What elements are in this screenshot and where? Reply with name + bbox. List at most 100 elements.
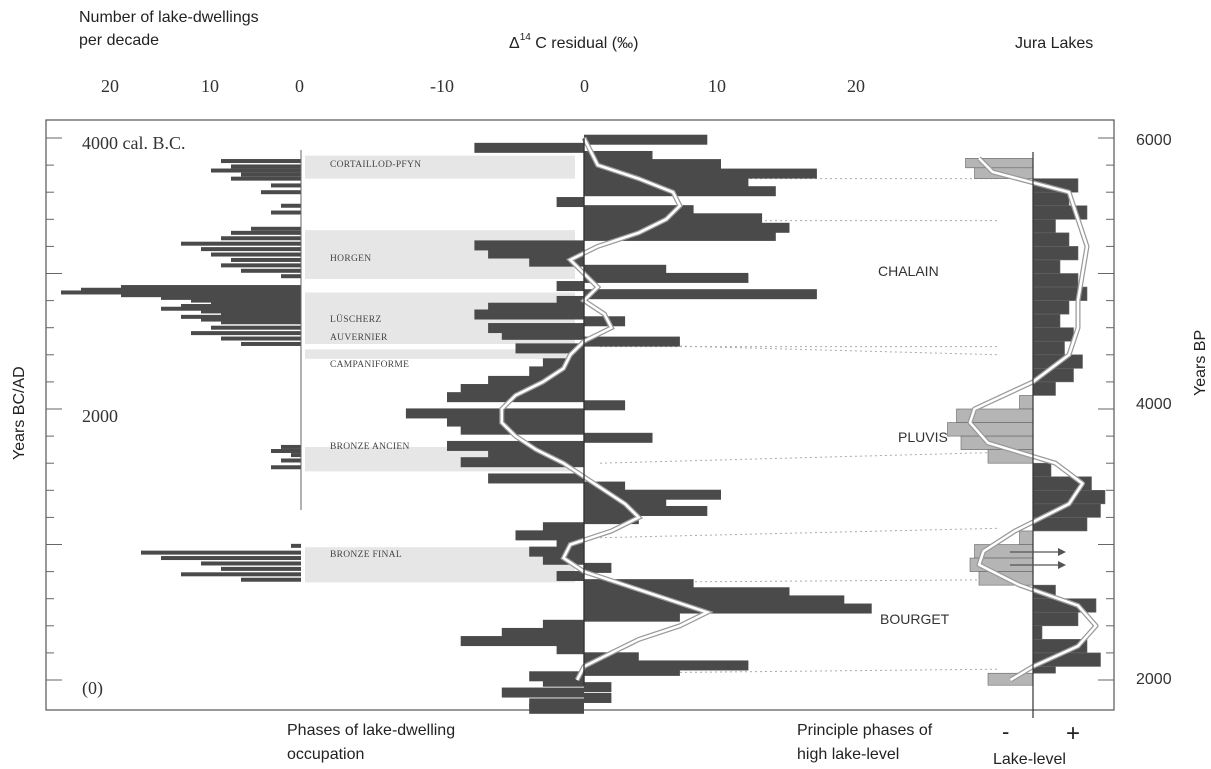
dwelling-bars	[61, 159, 301, 582]
residual-bar	[474, 309, 584, 320]
dwelling-tick-labels: 20 10 0	[101, 76, 304, 96]
dwelling-bar	[201, 317, 301, 322]
dwelling-bar	[231, 176, 301, 181]
dwelling-bar	[281, 458, 301, 463]
lake-level-minus: -	[1002, 719, 1009, 744]
right-tick-2000: 2000	[1136, 671, 1172, 688]
phase-label-bronze-ancien: BRONZE ANCIEN	[330, 442, 410, 452]
phase-label-campaniforme: CAMPANIFORME	[330, 360, 409, 370]
lake-level-curve	[967, 156, 1099, 683]
residual-bar	[488, 375, 584, 386]
residual-bar	[447, 440, 584, 451]
dwelling-bar	[281, 203, 301, 208]
dwelling-bar	[271, 449, 301, 454]
residual-tick-20: 20	[847, 76, 865, 96]
residual-bar	[542, 676, 584, 687]
lake-phase-chalain: CHALAIN	[878, 263, 939, 279]
dwelling-bar	[211, 252, 301, 257]
dwelling-bar	[231, 164, 301, 169]
dwelling-bar	[211, 301, 301, 306]
lake-level-bar	[1032, 611, 1079, 627]
residual-bar	[488, 449, 584, 460]
dwelling-bar	[141, 550, 301, 555]
residual-bar	[556, 197, 584, 208]
dwelling-tick-20: 20	[101, 76, 119, 96]
lake-level-plus: +	[1066, 720, 1080, 747]
residual-bar	[584, 289, 817, 300]
lake-phase-bourget: BOURGET	[880, 611, 950, 627]
residual-bar	[556, 295, 584, 306]
residual-bar	[584, 213, 763, 224]
residual-bar	[556, 281, 584, 292]
lake-level-bar	[965, 158, 1034, 169]
residual-bar	[529, 703, 584, 714]
residual-tick-10: 10	[708, 76, 726, 96]
residual-bar	[584, 168, 817, 179]
dwelling-bar	[181, 314, 301, 319]
residual-bar	[515, 530, 584, 541]
residual-bars	[405, 134, 872, 714]
residual-curve	[499, 136, 714, 682]
residual-bar	[584, 432, 653, 443]
lake-level-bar	[1032, 219, 1056, 234]
residual-bar	[447, 416, 584, 427]
lake-arrow-2-head	[1058, 561, 1066, 569]
dwelling-tick-10: 10	[201, 76, 219, 96]
residual-bar	[584, 603, 872, 614]
left-axis-label: Years BC/AD	[11, 366, 28, 460]
residual-bar	[488, 248, 584, 259]
phase-label-luscherz: LÜSCHERZ	[330, 313, 382, 325]
footer-phases-line2: occupation	[287, 746, 364, 763]
dwellings-axis-title-line1: Number of lake-dwellings	[79, 9, 259, 26]
lake-level-bar	[947, 422, 1034, 437]
dotted-connector	[599, 527, 1001, 539]
lake-level-bar	[1032, 462, 1052, 478]
residual-bar	[584, 682, 612, 693]
right-tick-6000: 6000	[1136, 132, 1172, 149]
lake-level-bar	[1032, 381, 1056, 396]
lake-level-bar	[1032, 232, 1070, 247]
dwelling-bar	[251, 226, 301, 231]
residual-bar	[584, 150, 653, 161]
residual-axis-title-rest: C residual (‰)	[531, 35, 639, 52]
dwelling-bar	[221, 236, 301, 241]
dwelling-bar	[181, 241, 301, 246]
residual-bar	[556, 644, 584, 655]
residual-bar	[584, 400, 626, 411]
residual-bar	[584, 692, 612, 703]
residual-bar	[584, 660, 749, 671]
dwelling-bar	[191, 298, 301, 303]
residual-bar	[570, 350, 584, 361]
residual-bar	[584, 159, 721, 170]
lake-level-label: Lake-level	[993, 751, 1066, 768]
right-tick-4000: 4000	[1136, 396, 1172, 413]
residual-bar	[584, 579, 694, 590]
lake-level-bar	[1032, 327, 1074, 342]
residual-bar	[474, 142, 584, 153]
dwelling-bar	[121, 293, 301, 298]
dwelling-bar	[161, 556, 301, 561]
dwelling-bar	[81, 287, 301, 292]
dwelling-bar	[201, 247, 301, 252]
lake-level-bar	[956, 408, 1034, 423]
residual-bar	[584, 489, 721, 500]
footer-principle-line2: high lake-level	[797, 746, 899, 763]
residual-bar	[584, 186, 776, 197]
phase-label-cortaillod: CORTAILLOD-PFYN	[330, 160, 421, 170]
phase-label-bronze-final: BRONZE FINAL	[330, 550, 402, 560]
right-axis-ticks	[1098, 137, 1114, 681]
dwelling-bar	[201, 309, 301, 314]
dwelling-bar	[241, 577, 301, 582]
dotted-connector	[599, 451, 1001, 464]
residual-bar	[584, 178, 749, 189]
lake-phase-pluvis: PLUVIS	[898, 429, 948, 445]
left-tick-2000: 2000	[82, 406, 118, 426]
residual-tick-labels: -10 0 10 20	[430, 76, 865, 96]
residual-bar	[460, 636, 584, 647]
dwelling-bar	[221, 320, 301, 325]
residual-bar	[529, 671, 584, 682]
residual-bar	[584, 587, 790, 598]
dwelling-bar	[191, 331, 301, 336]
dwelling-bar	[271, 183, 301, 188]
